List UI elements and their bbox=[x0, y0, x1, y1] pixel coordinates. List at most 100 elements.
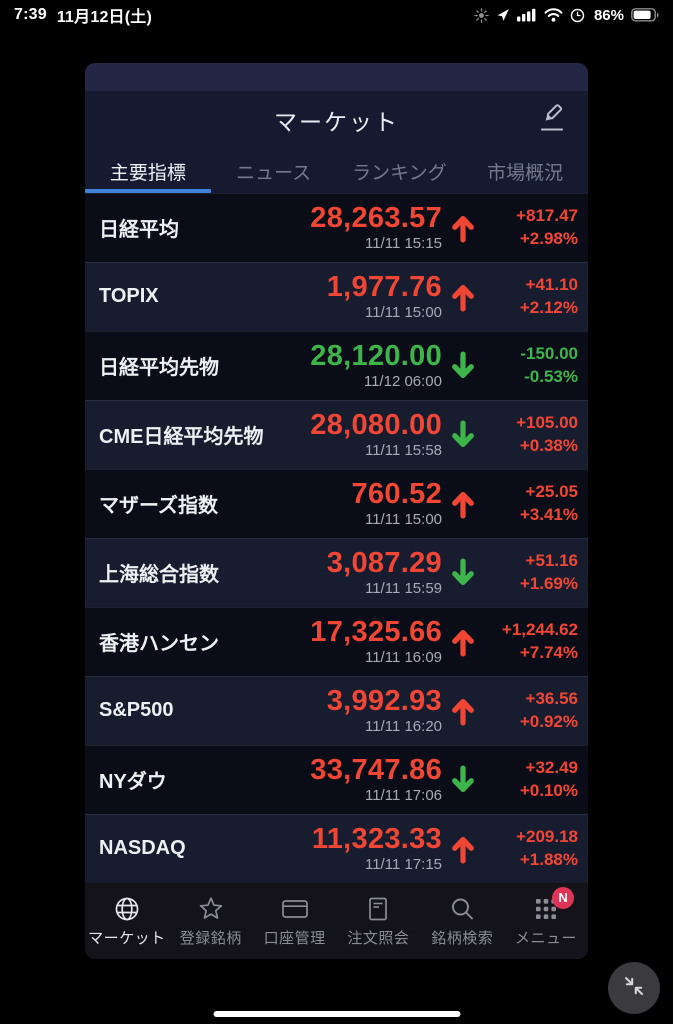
change-amount: -150.00 bbox=[520, 344, 578, 364]
nav-item-search[interactable]: 銘柄検索 bbox=[420, 895, 504, 948]
index-row[interactable]: TOPIX 1,977.76 11/11 15:00 +41.10 +2.12% bbox=[85, 262, 588, 331]
tab-label: 主要指標 bbox=[109, 162, 186, 184]
index-change: -150.00 -0.53% bbox=[484, 343, 588, 387]
battery-icon bbox=[631, 8, 659, 22]
index-row[interactable]: 香港ハンセン 17,325.66 11/11 16:09 +1,244.62 +… bbox=[85, 607, 588, 676]
index-name: 日経平均先物 bbox=[99, 357, 219, 379]
index-row[interactable]: NASDAQ 11,323.33 11/11 17:15 +209.18 +1.… bbox=[85, 814, 588, 883]
status-bar: 7:39 11月12日(土) 86% bbox=[0, 0, 673, 30]
change-percent: +2.98% bbox=[519, 228, 578, 248]
window-top-bar bbox=[85, 63, 588, 91]
index-timestamp: 11/11 15:15 bbox=[364, 234, 442, 252]
index-value: 1,977.76 bbox=[326, 271, 442, 304]
nav-item-orders[interactable]: 注文照会 bbox=[336, 895, 420, 948]
index-name: 日経平均 bbox=[99, 219, 179, 241]
index-timestamp: 11/11 16:20 bbox=[364, 717, 442, 735]
change-amount: +105.00 bbox=[516, 413, 578, 433]
index-row[interactable]: 日経平均先物 28,120.00 11/12 06:00 -150.00 -0.… bbox=[85, 331, 588, 400]
index-quote: 17,325.66 11/11 16:09 bbox=[310, 617, 442, 665]
change-amount: +36.56 bbox=[525, 689, 578, 709]
battery-percent: 86% bbox=[593, 6, 624, 24]
wifi-icon bbox=[544, 8, 563, 22]
index-change: +51.16 +1.69% bbox=[484, 550, 588, 594]
index-value: 28,120.00 bbox=[310, 340, 442, 373]
change-amount: +209.18 bbox=[516, 827, 578, 847]
nav-item-menu[interactable]: N メニュー bbox=[504, 886, 588, 948]
index-name: 香港ハンセン bbox=[99, 633, 219, 655]
nav-label: マーケット bbox=[88, 929, 166, 947]
collapse-window-button[interactable] bbox=[608, 962, 660, 1014]
index-value: 760.52 bbox=[351, 478, 442, 511]
index-timestamp: 11/11 16:09 bbox=[364, 648, 442, 666]
index-timestamp: 11/12 06:00 bbox=[363, 372, 442, 390]
index-change: +105.00 +0.38% bbox=[484, 412, 588, 456]
index-timestamp: 11/11 15:00 bbox=[364, 510, 442, 528]
tab-ranking[interactable]: ランキング bbox=[337, 149, 463, 193]
index-change: +36.56 +0.92% bbox=[484, 688, 588, 732]
index-name: NASDAQ bbox=[99, 837, 186, 859]
trend-arrow-icon bbox=[442, 558, 484, 588]
index-change: +817.47 +2.98% bbox=[484, 205, 588, 249]
index-value: 28,263.57 bbox=[310, 202, 442, 235]
index-row[interactable]: NYダウ 33,747.86 11/11 17:06 +32.49 +0.10% bbox=[85, 745, 588, 814]
tab-news[interactable]: ニュース bbox=[211, 149, 337, 193]
index-timestamp: 11/11 17:06 bbox=[364, 786, 442, 804]
index-name: S&P500 bbox=[99, 699, 174, 721]
bottom-nav-bar: マーケット 登録銘柄 口座管理 注文照会 銘柄検索 bbox=[85, 883, 588, 959]
edit-button[interactable] bbox=[534, 99, 570, 139]
nav-item-market[interactable]: マーケット bbox=[85, 895, 169, 948]
change-amount: +51.16 bbox=[525, 551, 578, 571]
index-row[interactable]: マザーズ指数 760.52 11/11 15:00 +25.05 +3.41% bbox=[85, 469, 588, 538]
index-value: 17,325.66 bbox=[310, 616, 442, 649]
trend-arrow-icon bbox=[442, 627, 484, 657]
app-window: マーケット 主要指標 ニュース ランキング 市場概況 日経平均 28,263.5… bbox=[85, 63, 588, 959]
change-percent: +3.41% bbox=[519, 504, 578, 524]
nav-label: 注文照会 bbox=[347, 929, 410, 947]
status-time: 7:39 bbox=[14, 6, 47, 23]
document-icon bbox=[364, 895, 392, 923]
index-name: マザーズ指数 bbox=[99, 495, 218, 517]
nav-label: 口座管理 bbox=[263, 929, 326, 947]
nav-item-account[interactable]: 口座管理 bbox=[253, 895, 337, 948]
search-icon bbox=[448, 895, 476, 923]
index-name: NYダウ bbox=[99, 771, 167, 793]
change-percent: +7.74% bbox=[519, 642, 578, 662]
change-percent: +0.38% bbox=[519, 435, 578, 455]
index-name: 上海総合指数 bbox=[99, 564, 219, 586]
card-icon bbox=[280, 895, 310, 923]
collapse-arrows-icon bbox=[619, 971, 649, 1006]
index-quote: 28,263.57 11/11 15:15 bbox=[310, 203, 442, 251]
tab-bar: 主要指標 ニュース ランキング 市場概況 bbox=[85, 149, 588, 193]
tab-label: 市場概況 bbox=[487, 162, 564, 184]
nav-item-watchlist[interactable]: 登録銘柄 bbox=[169, 895, 253, 948]
nav-label: 登録銘柄 bbox=[179, 929, 242, 947]
tab-market-overview[interactable]: 市場概況 bbox=[462, 149, 588, 193]
index-row[interactable]: 上海総合指数 3,087.29 11/11 15:59 +51.16 +1.69… bbox=[85, 538, 588, 607]
tab-label: ランキング bbox=[352, 162, 447, 184]
change-amount: +1,244.62 bbox=[501, 620, 578, 640]
trend-arrow-icon bbox=[442, 282, 484, 312]
change-percent: +0.92% bbox=[519, 711, 578, 731]
index-row[interactable]: S&P500 3,992.93 11/11 16:20 +36.56 +0.92… bbox=[85, 676, 588, 745]
tab-main-indicators[interactable]: 主要指標 bbox=[85, 149, 211, 193]
change-percent: +0.10% bbox=[519, 780, 578, 800]
trend-arrow-icon bbox=[442, 213, 484, 243]
index-timestamp: 11/11 15:00 bbox=[364, 303, 442, 321]
pencil-icon bbox=[537, 101, 567, 138]
change-percent: +1.69% bbox=[519, 573, 578, 593]
index-row[interactable]: 日経平均 28,263.57 11/11 15:15 +817.47 +2.98… bbox=[85, 193, 588, 262]
home-indicator[interactable] bbox=[213, 1011, 460, 1017]
trend-arrow-icon bbox=[442, 696, 484, 726]
brightness-icon bbox=[474, 7, 489, 23]
cellular-signal-icon bbox=[516, 8, 537, 22]
trend-arrow-icon bbox=[442, 420, 484, 450]
index-change: +41.10 +2.12% bbox=[484, 274, 588, 318]
alarm-icon bbox=[570, 8, 585, 23]
index-row[interactable]: CME日経平均先物 28,080.00 11/11 15:58 +105.00 … bbox=[85, 400, 588, 469]
change-amount: +41.10 bbox=[525, 275, 578, 295]
index-quote: 760.52 11/11 15:00 bbox=[352, 479, 443, 527]
index-value: 33,747.86 bbox=[310, 754, 442, 787]
index-quote: 28,080.00 11/11 15:58 bbox=[310, 410, 442, 458]
index-name: CME日経平均先物 bbox=[99, 426, 264, 448]
change-percent: +2.12% bbox=[519, 297, 578, 317]
